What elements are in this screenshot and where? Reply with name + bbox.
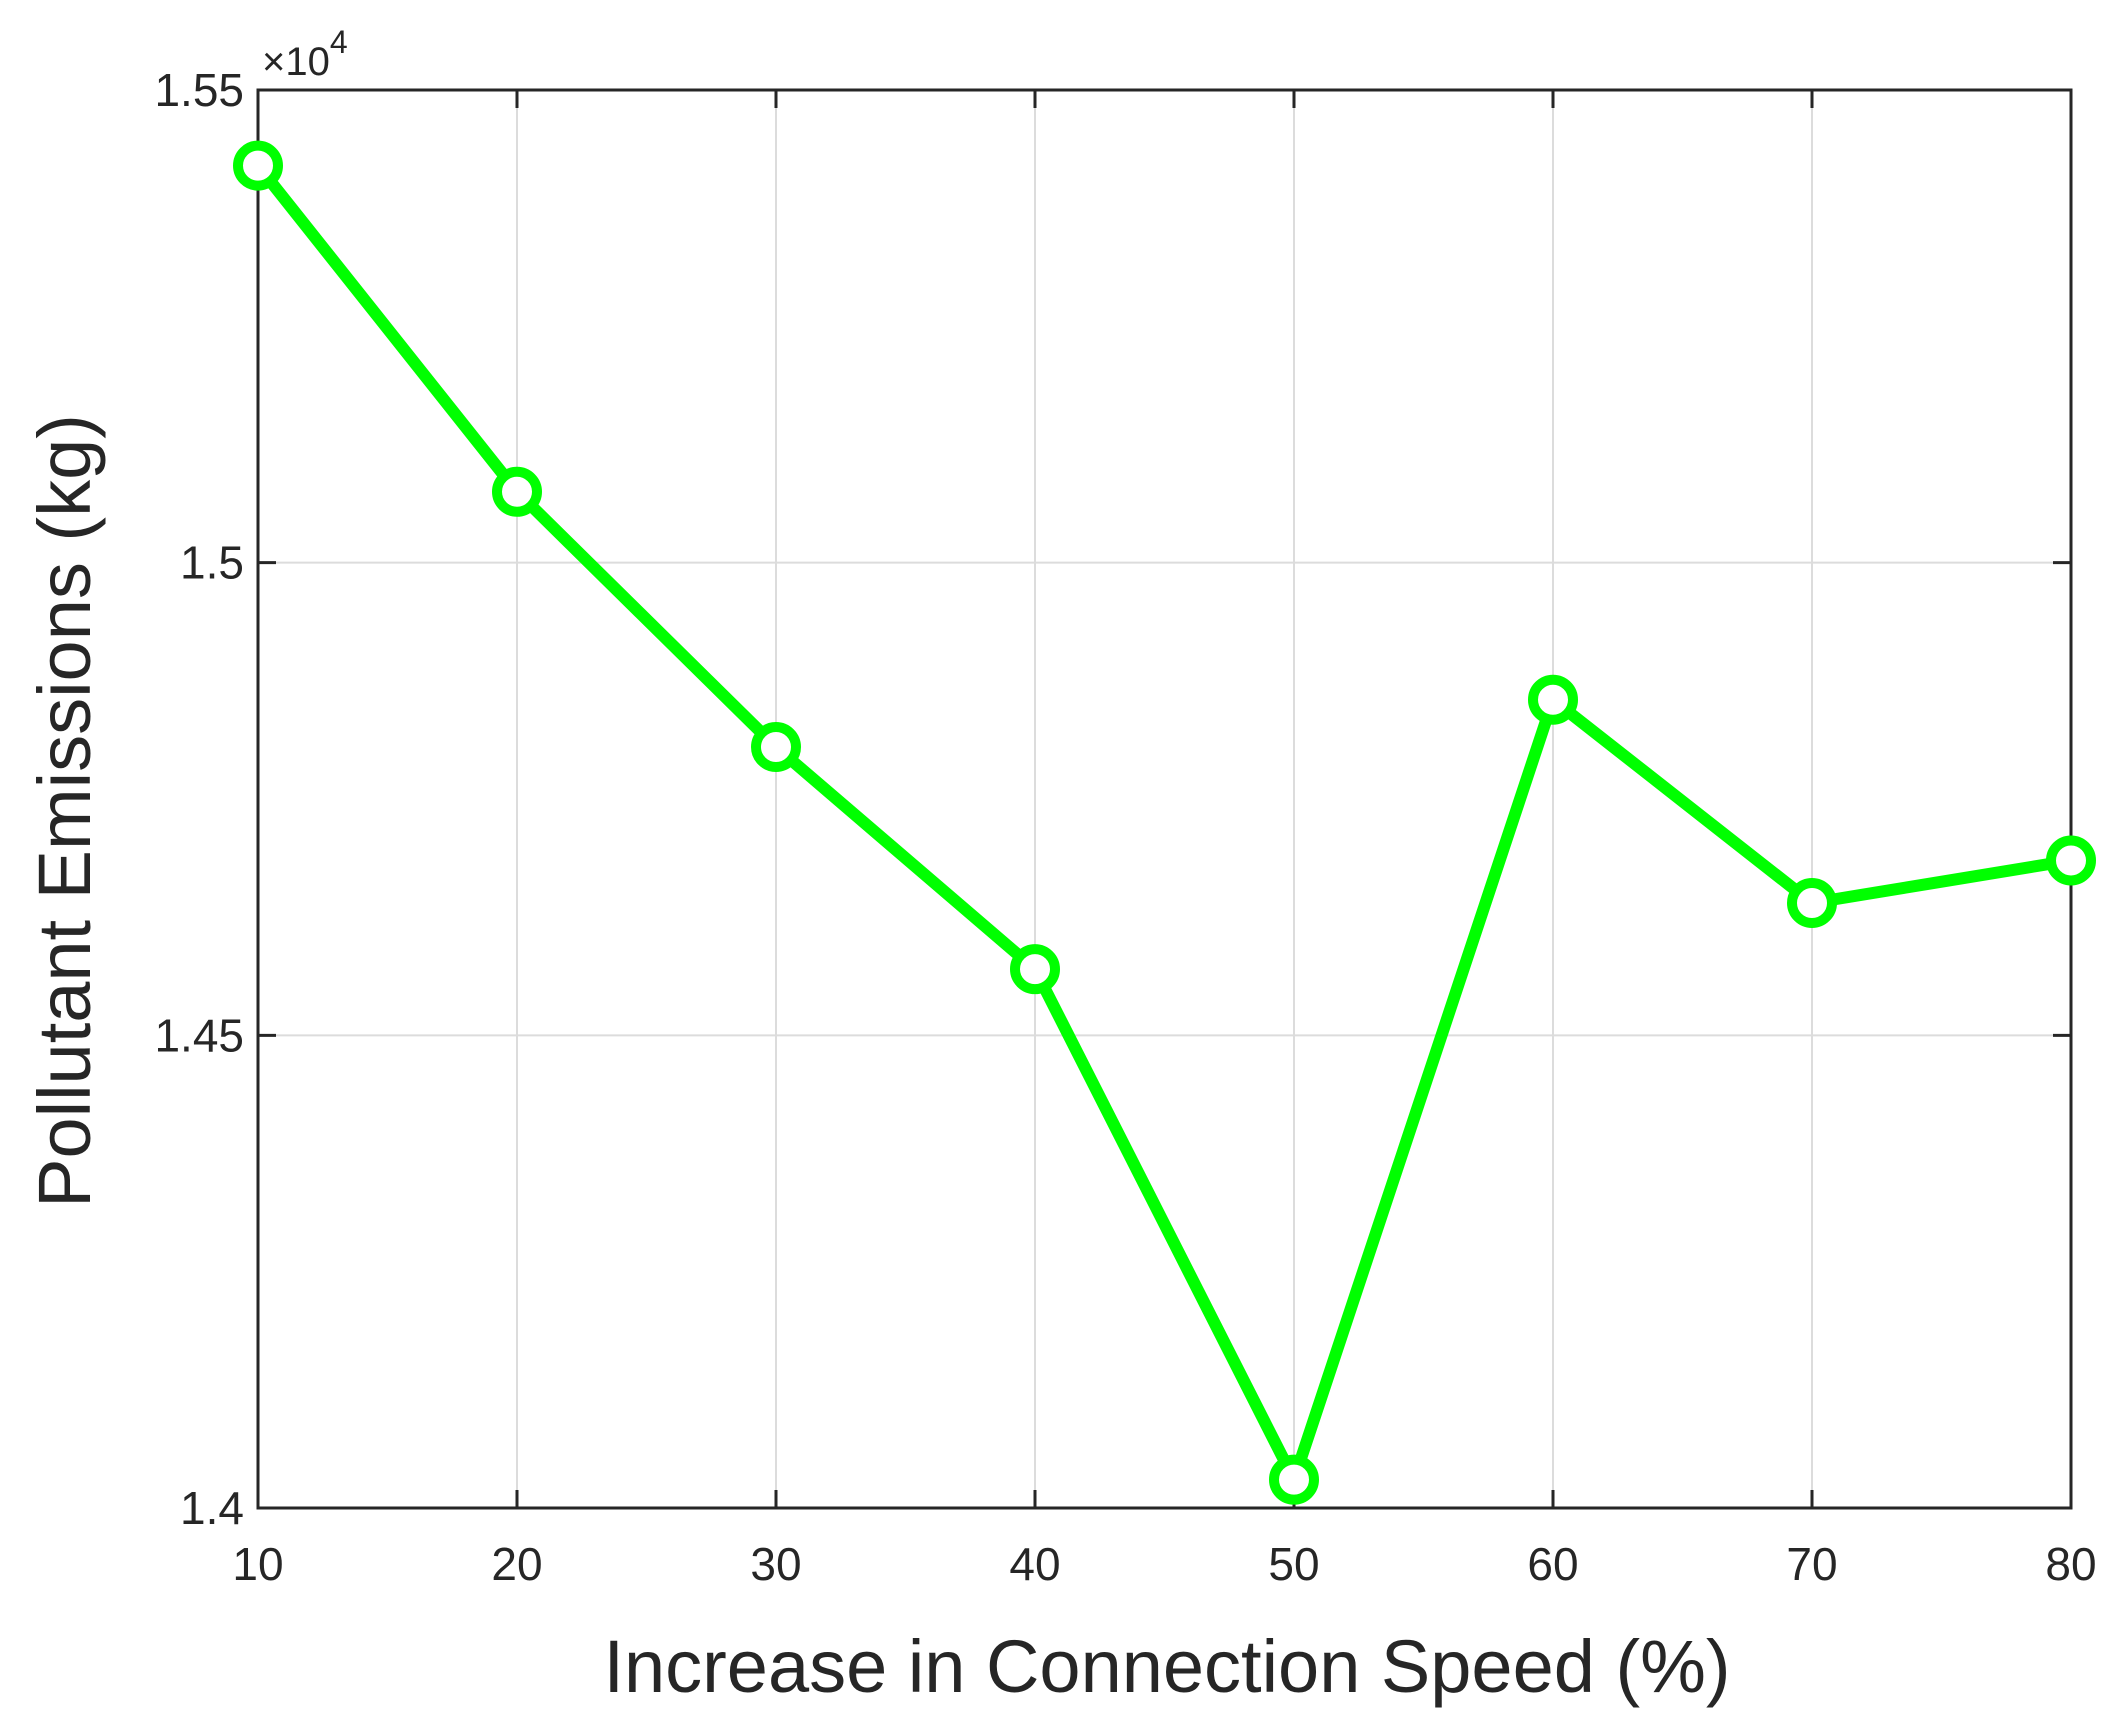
data-point-marker [751, 722, 801, 773]
y-tick-label: 1.4 [180, 1482, 244, 1534]
data-point-marker [233, 140, 283, 191]
data-point-marker [492, 466, 542, 517]
data-point-marker [1269, 1454, 1319, 1505]
x-tick-label: 10 [232, 1538, 283, 1590]
y-exponent-base: ×10 [262, 40, 330, 84]
grid-lines [257, 89, 2072, 1509]
y-tick-label: 1.55 [154, 64, 244, 116]
series [233, 140, 2096, 1505]
y-tick-label: 1.45 [154, 1009, 244, 1061]
y-axis-title: Pollutant Emissions (kg) [23, 414, 106, 1208]
x-axis-title: Increase in Connection Speed (%) [603, 1625, 1730, 1708]
data-point-marker [1528, 674, 1578, 725]
data-point-marker [1787, 877, 1837, 928]
x-tick-label: 70 [1786, 1538, 1837, 1590]
x-tick-label: 30 [750, 1538, 801, 1590]
x-tick-label: 40 [1009, 1538, 1060, 1590]
x-tick-label: 80 [2045, 1538, 2096, 1590]
x-tick-label: 60 [1527, 1538, 1578, 1590]
x-tick-label: 20 [491, 1538, 542, 1590]
y-axis-exponent: ×104 [262, 24, 348, 84]
series-line [252, 159, 2077, 1486]
data-point-marker [1010, 944, 1060, 995]
data-point-marker [2046, 835, 2096, 886]
y-exponent-power: 4 [330, 24, 348, 60]
plot-box [256, 88, 2073, 1510]
tick-labels: 10 20 30 40 50 60 70 80 1.4 1.45 1.5 1.55 [154, 64, 2096, 1590]
axes [256, 88, 2073, 1510]
x-tick-label: 50 [1268, 1538, 1319, 1590]
y-tick-label: 1.5 [180, 537, 244, 589]
